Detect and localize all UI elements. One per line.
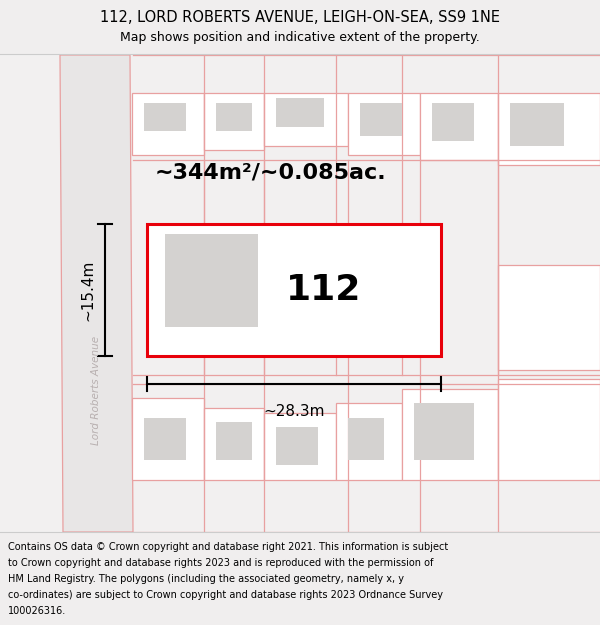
Bar bbox=[336, 403, 402, 479]
Bar bbox=[132, 93, 204, 155]
Text: co-ordinates) are subject to Crown copyright and database rights 2023 Ordnance S: co-ordinates) are subject to Crown copyr… bbox=[8, 590, 443, 600]
Bar bbox=[264, 93, 348, 146]
Bar bbox=[0, 532, 600, 625]
Bar bbox=[264, 412, 336, 479]
Bar bbox=[204, 93, 264, 151]
Bar bbox=[204, 408, 264, 479]
Bar bbox=[402, 389, 498, 479]
Text: 112, LORD ROBERTS AVENUE, LEIGH-ON-SEA, SS9 1NE: 112, LORD ROBERTS AVENUE, LEIGH-ON-SEA, … bbox=[100, 11, 500, 26]
Bar bbox=[498, 265, 600, 370]
Bar bbox=[144, 418, 186, 461]
Bar bbox=[414, 403, 474, 461]
Bar bbox=[360, 102, 402, 136]
Bar bbox=[510, 102, 564, 146]
Bar bbox=[216, 422, 252, 461]
Bar bbox=[144, 102, 186, 131]
Text: ~344m²/~0.085ac.: ~344m²/~0.085ac. bbox=[155, 162, 386, 182]
Bar bbox=[432, 102, 474, 141]
Text: 112: 112 bbox=[286, 273, 361, 307]
Bar bbox=[147, 224, 441, 356]
Bar bbox=[165, 234, 258, 327]
Text: 100026316.: 100026316. bbox=[8, 606, 66, 616]
Text: ~15.4m: ~15.4m bbox=[80, 259, 95, 321]
Text: ~28.3m: ~28.3m bbox=[263, 404, 325, 419]
Bar bbox=[498, 93, 600, 165]
Text: Lord Roberts Avenue: Lord Roberts Avenue bbox=[91, 336, 101, 444]
Bar bbox=[216, 102, 252, 131]
Bar bbox=[276, 98, 324, 126]
Text: Map shows position and indicative extent of the property.: Map shows position and indicative extent… bbox=[120, 31, 480, 44]
Text: to Crown copyright and database rights 2023 and is reproduced with the permissio: to Crown copyright and database rights 2… bbox=[8, 558, 433, 568]
Bar bbox=[147, 224, 441, 356]
Bar bbox=[132, 399, 204, 479]
Bar bbox=[498, 379, 600, 479]
Text: Contains OS data © Crown copyright and database right 2021. This information is : Contains OS data © Crown copyright and d… bbox=[8, 542, 448, 552]
Bar bbox=[348, 93, 420, 155]
Bar bbox=[276, 427, 318, 465]
Bar bbox=[0, 55, 600, 532]
Bar bbox=[420, 93, 498, 160]
Text: HM Land Registry. The polygons (including the associated geometry, namely x, y: HM Land Registry. The polygons (includin… bbox=[8, 574, 404, 584]
Polygon shape bbox=[60, 55, 133, 532]
Bar bbox=[348, 418, 384, 461]
Bar bbox=[0, 0, 600, 55]
